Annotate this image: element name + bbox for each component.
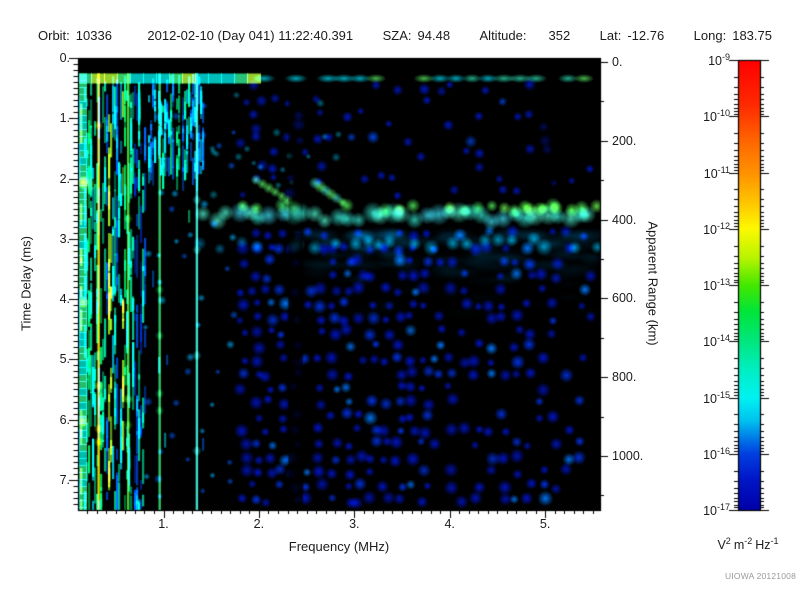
header-field: Orbit: 10336 xyxy=(38,28,112,43)
time-axis-tick-label: 2. xyxy=(59,171,70,186)
freq-axis-tick-label: 4. xyxy=(444,517,455,531)
range-axis-tick-label: 1000. xyxy=(612,449,644,463)
x-axis-title: Frequency (MHz) xyxy=(288,539,390,554)
colorbar-tick-label: 10-17 xyxy=(703,502,730,519)
time-axis-tick-label: 6. xyxy=(59,412,70,427)
freq-axis-tick-label: 2. xyxy=(253,517,265,531)
time-axis-tick-label: 3. xyxy=(59,231,70,246)
colorbar-tick-label: 10-13 xyxy=(703,277,730,294)
header-field: Altitude: 352 xyxy=(479,28,571,43)
range-axis-tick-label: 0. xyxy=(612,55,623,69)
freq-axis-tick-label: 5. xyxy=(539,517,551,531)
colorbar-tick-label: 10-9 xyxy=(708,52,730,69)
header-field: 2012-02-10 (Day 041) 11:22:40.391 xyxy=(147,28,354,43)
time-axis-tick-label: 0. xyxy=(59,51,70,65)
range-axis-tick-label: 800. xyxy=(612,370,637,385)
colorbar-tick-label: 10-12 xyxy=(703,220,730,237)
range-axis-tick-label: 600. xyxy=(612,291,637,306)
header-field: Lat: -12.76 xyxy=(599,28,665,43)
freq-axis-tick-label: 3. xyxy=(349,517,360,531)
range-axis-tick-label: 200. xyxy=(612,133,637,148)
header-field: SZA: 94.48 xyxy=(382,28,451,43)
colorbar-tick-label: 10-16 xyxy=(703,445,730,462)
colorbar-tick-label: 10-15 xyxy=(703,389,730,406)
colorbar-tick-label: 10-14 xyxy=(703,333,730,350)
time-axis-tick-label: 1. xyxy=(59,111,70,126)
time-axis-tick-label: 7. xyxy=(59,472,70,487)
freq-axis-tick-label: 1. xyxy=(158,517,169,531)
credit-text: UIOWA 20121008 xyxy=(725,571,796,581)
time-axis-tick-label: 5. xyxy=(59,352,70,367)
header-info: Orbit: 10336 2012-02-10 (Day 041) 11:22:40… xyxy=(38,28,772,43)
range-axis-tick-label: 400. xyxy=(612,212,637,227)
colorbar-tick-label: 10-11 xyxy=(703,164,730,181)
y-axis-title: Time Delay (ms) xyxy=(18,236,34,331)
colorbar-unit-label: V2 m-2 Hz-1 xyxy=(717,536,779,553)
colorbar-tick-label: 10-10 xyxy=(703,108,730,125)
header-field: Long: 183.75 xyxy=(693,28,772,43)
time-axis-tick-label: 4. xyxy=(59,292,70,307)
